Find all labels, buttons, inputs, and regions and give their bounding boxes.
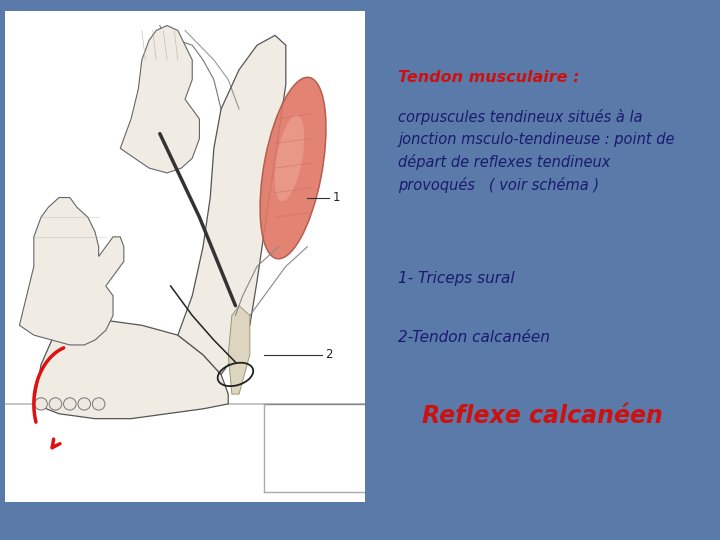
Text: 2: 2 (325, 348, 333, 361)
Text: Tendon musculaire :: Tendon musculaire : (398, 70, 580, 85)
Polygon shape (178, 36, 286, 374)
Ellipse shape (49, 398, 62, 410)
Polygon shape (120, 25, 199, 173)
Ellipse shape (92, 398, 105, 410)
Polygon shape (228, 306, 250, 394)
Text: 1: 1 (333, 191, 340, 204)
Ellipse shape (260, 77, 326, 259)
Ellipse shape (78, 398, 91, 410)
Text: corpuscules tendineux situés à la
jonction msculo-tendineuse : point de
départ d: corpuscules tendineux situés à la joncti… (398, 109, 675, 193)
Ellipse shape (274, 115, 305, 201)
Text: Reflexe calcanéen: Reflexe calcanéen (423, 404, 663, 428)
Polygon shape (34, 320, 228, 418)
Text: 2-Tendon calcanéen: 2-Tendon calcanéen (398, 330, 550, 345)
Text: 1- Triceps sural: 1- Triceps sural (398, 271, 515, 286)
Ellipse shape (35, 398, 48, 410)
Ellipse shape (63, 398, 76, 410)
Polygon shape (19, 198, 124, 345)
